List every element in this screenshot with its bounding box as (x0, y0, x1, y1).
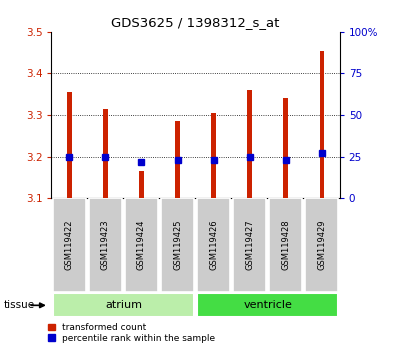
Text: GSM119425: GSM119425 (173, 220, 182, 270)
FancyBboxPatch shape (197, 293, 338, 317)
Text: GSM119426: GSM119426 (209, 220, 218, 270)
Text: GSM119422: GSM119422 (65, 220, 74, 270)
Text: GSM119428: GSM119428 (281, 220, 290, 270)
FancyBboxPatch shape (233, 198, 266, 292)
Legend: transformed count, percentile rank within the sample: transformed count, percentile rank withi… (48, 323, 216, 343)
FancyBboxPatch shape (89, 198, 122, 292)
Text: GSM119429: GSM119429 (317, 220, 326, 270)
Text: GSM119423: GSM119423 (101, 220, 110, 270)
Bar (175, 121, 180, 198)
Text: GSM119424: GSM119424 (137, 220, 146, 270)
Bar (139, 171, 144, 198)
FancyBboxPatch shape (269, 198, 302, 292)
Bar (284, 98, 288, 198)
FancyBboxPatch shape (161, 198, 194, 292)
Text: GSM119427: GSM119427 (245, 220, 254, 270)
Bar (67, 92, 71, 198)
Text: tissue: tissue (4, 300, 35, 310)
Text: atrium: atrium (105, 300, 142, 310)
Bar (320, 51, 324, 198)
FancyBboxPatch shape (305, 198, 338, 292)
Text: ventricle: ventricle (243, 300, 292, 310)
Title: GDS3625 / 1398312_s_at: GDS3625 / 1398312_s_at (111, 16, 280, 29)
FancyBboxPatch shape (197, 198, 230, 292)
FancyBboxPatch shape (53, 293, 194, 317)
Bar (247, 90, 252, 198)
Bar (103, 109, 107, 198)
Bar (211, 113, 216, 198)
FancyBboxPatch shape (125, 198, 158, 292)
FancyBboxPatch shape (53, 198, 86, 292)
